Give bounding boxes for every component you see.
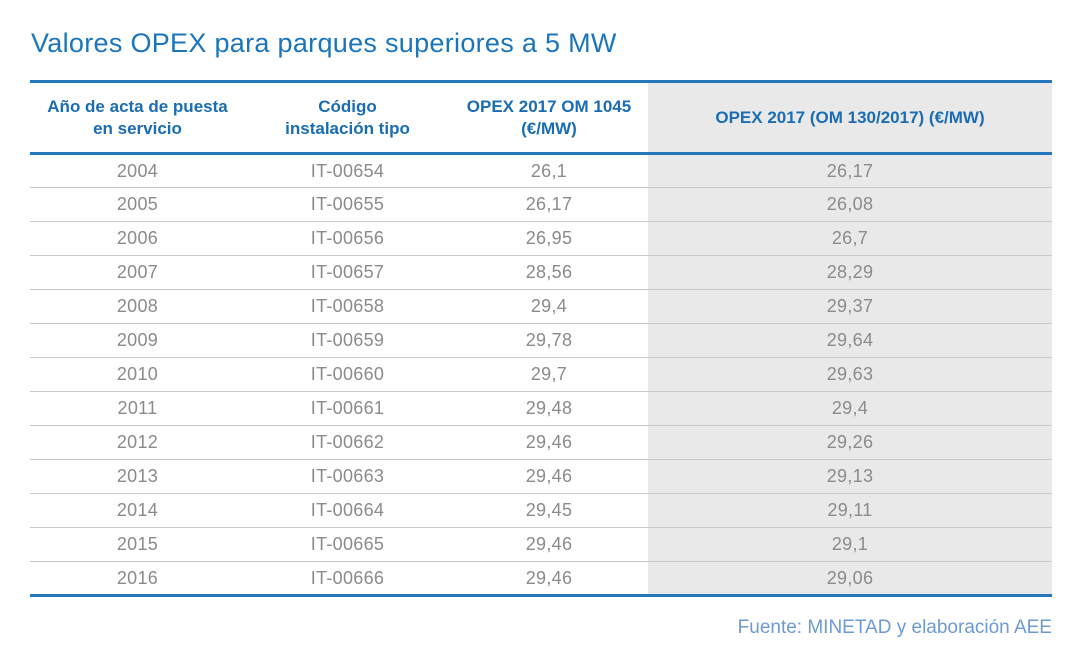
table-row: 2010 IT-00660 29,7 29,63 — [30, 357, 1052, 392]
year-cell: 2012 — [30, 425, 245, 460]
code-cell: IT-00664 — [245, 493, 450, 528]
column-header-opex-om1045-line1: OPEX 2017 OM 1045 — [466, 96, 632, 116]
opex-om1045-cell: 26,17 — [450, 187, 648, 222]
code-cell: IT-00657 — [245, 255, 450, 290]
page-title: Valores OPEX para parques superiores a 5… — [31, 28, 617, 58]
table-row: 2014 IT-00664 29,45 29,11 — [30, 493, 1052, 528]
column-header-year-line1: Año de acta de puesta — [47, 96, 228, 116]
opex-table-container: Año de acta de puesta en servicio Código… — [30, 80, 1052, 597]
column-header-code-line1: Código — [318, 96, 377, 116]
table-header: Año de acta de puesta en servicio Código… — [30, 81, 1052, 155]
code-cell: IT-00659 — [245, 323, 450, 358]
opex-table: Año de acta de puesta en servicio Código… — [30, 80, 1052, 597]
table-row: 2004 IT-00654 26,1 26,17 — [30, 153, 1052, 188]
table-row: 2008 IT-00658 29,4 29,37 — [30, 289, 1052, 324]
source-caption: Fuente: MINETAD y elaboración AEE — [737, 617, 1052, 638]
column-header-opex-om130: OPEX 2017 (OM 130/2017) (€/MW) — [648, 81, 1052, 155]
column-header-opex-om1045-line2: (€/MW) — [521, 118, 577, 138]
year-cell: 2005 — [30, 187, 245, 222]
opex-om1045-cell: 29,46 — [450, 561, 648, 596]
column-header-code: Código instalación tipo — [245, 81, 450, 155]
header-row: Año de acta de puesta en servicio Código… — [30, 81, 1052, 155]
year-cell: 2011 — [30, 391, 245, 426]
table-row: 2009 IT-00659 29,78 29,64 — [30, 323, 1052, 358]
year-cell: 2015 — [30, 527, 245, 562]
opex-om1045-cell: 26,1 — [530, 160, 568, 181]
opex-om130-cell: 29,26 — [648, 425, 1052, 460]
year-cell: 2006 — [30, 221, 245, 256]
table-row: 2007 IT-00657 28,56 28,29 — [30, 255, 1052, 290]
code-cell: IT-00663 — [245, 459, 450, 494]
column-header-opex-om1045: OPEX 2017 OM 1045 (€/MW) — [450, 81, 648, 155]
table-row: 2011 IT-00661 29,48 29,4 — [30, 391, 1052, 426]
opex-om1045-cell: 29,7 — [450, 357, 648, 392]
table-row: 2015 IT-00665 29,46 29,1 — [30, 527, 1052, 562]
table-row: 2013 IT-00663 29,46 29,13 — [30, 459, 1052, 494]
year-cell: 2009 — [30, 323, 245, 358]
table-row: 2016 IT-00666 29,46 29,06 — [30, 561, 1052, 596]
code-cell: IT-00662 — [245, 425, 450, 460]
opex-om130-cell: 29,11 — [648, 493, 1052, 528]
opex-om130-cell: 26,17 — [648, 153, 1052, 188]
year-cell: 2004 — [116, 160, 159, 181]
column-header-opex-om130-line1: OPEX 2017 (OM 130/2017) (€/MW) — [715, 107, 985, 127]
code-cell: IT-00661 — [245, 391, 450, 426]
table-row: 2012 IT-00662 29,46 29,26 — [30, 425, 1052, 460]
column-header-year: Año de acta de puesta en servicio — [30, 81, 245, 155]
opex-om1045-cell: 29,78 — [450, 323, 648, 358]
opex-om1045-cell: 29,45 — [450, 493, 648, 528]
code-cell: IT-00665 — [245, 527, 450, 562]
code-cell: IT-00655 — [245, 187, 450, 222]
opex-om130-cell: 26,7 — [648, 221, 1052, 256]
year-cell: 2014 — [30, 493, 245, 528]
opex-om1045-cell: 29,46 — [450, 527, 648, 562]
opex-om1045-cell: 28,56 — [450, 255, 648, 290]
year-cell: 2016 — [30, 561, 245, 596]
opex-om1045-cell: 29,48 — [450, 391, 648, 426]
opex-om130-cell: 29,37 — [648, 289, 1052, 324]
opex-om130-cell: 29,63 — [648, 357, 1052, 392]
opex-om130-cell: 29,4 — [648, 391, 1052, 426]
opex-om130-cell: 29,64 — [648, 323, 1052, 358]
code-cell: IT-00654 — [310, 160, 385, 181]
year-cell: 2007 — [30, 255, 245, 290]
code-cell: IT-00666 — [245, 561, 450, 596]
opex-om1045-cell: 26,95 — [450, 221, 648, 256]
table-row: 2005 IT-00655 26,17 26,08 — [30, 187, 1052, 222]
column-header-year-line2: en servicio — [93, 118, 182, 138]
year-cell: 2010 — [30, 357, 245, 392]
code-cell: IT-00658 — [245, 289, 450, 324]
column-header-code-line2: instalación tipo — [285, 118, 410, 138]
opex-om130-cell: 29,13 — [648, 459, 1052, 494]
opex-om130-cell: 29,1 — [648, 527, 1052, 562]
opex-om1045-cell: 29,4 — [450, 289, 648, 324]
table-row: 2006 IT-00656 26,95 26,7 — [30, 221, 1052, 256]
opex-om1045-cell: 29,46 — [450, 425, 648, 460]
opex-om130-cell: 29,06 — [648, 561, 1052, 596]
opex-om130-cell: 26,08 — [648, 187, 1052, 222]
code-cell: IT-00660 — [245, 357, 450, 392]
code-cell: IT-00656 — [245, 221, 450, 256]
opex-om1045-cell: 29,46 — [450, 459, 648, 494]
year-cell: 2013 — [30, 459, 245, 494]
table-body: 2004 IT-00654 26,1 26,17 2005 IT-00655 26,17 26… — [30, 153, 1052, 596]
year-cell: 2008 — [30, 289, 245, 324]
opex-om130-cell: 28,29 — [648, 255, 1052, 290]
